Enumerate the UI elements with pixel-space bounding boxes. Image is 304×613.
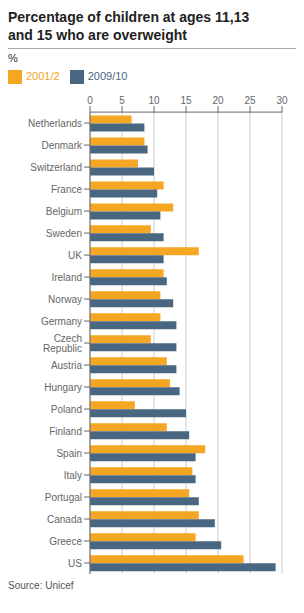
svg-text:Belgium: Belgium bbox=[46, 206, 82, 217]
svg-text:CzechRepublic: CzechRepublic bbox=[43, 333, 82, 354]
svg-text:20: 20 bbox=[212, 95, 224, 106]
svg-text:Finland: Finland bbox=[49, 426, 82, 437]
svg-text:Portugal: Portugal bbox=[45, 492, 82, 503]
html-text:2009/10: 2009/10 bbox=[87, 70, 128, 82]
svg-text:France: France bbox=[51, 184, 83, 195]
html-text:Source: Unicef: Source: Unicef bbox=[8, 580, 74, 591]
svg-text:5: 5 bbox=[119, 95, 125, 106]
svg-text:Germany: Germany bbox=[41, 316, 82, 327]
svg-text:Spain: Spain bbox=[56, 448, 82, 459]
svg-text:Netherlands: Netherlands bbox=[28, 118, 82, 129]
svg-text:Switzerland: Switzerland bbox=[30, 162, 82, 173]
svg-text:25: 25 bbox=[244, 95, 256, 106]
svg-text:10: 10 bbox=[148, 95, 160, 106]
svg-text:Sweden: Sweden bbox=[46, 228, 82, 239]
svg-text:Greece: Greece bbox=[49, 536, 82, 547]
svg-text:30: 30 bbox=[276, 95, 288, 106]
svg-text:Poland: Poland bbox=[51, 404, 82, 415]
svg-text:Italy: Italy bbox=[64, 470, 82, 481]
svg-text:0: 0 bbox=[87, 95, 93, 106]
svg-text:Hungary: Hungary bbox=[44, 382, 82, 393]
svg-text:Ireland: Ireland bbox=[51, 272, 82, 283]
html-text:2001/2: 2001/2 bbox=[26, 70, 60, 82]
svg-text:Denmark: Denmark bbox=[41, 140, 83, 151]
svg-text:US: US bbox=[68, 558, 82, 569]
svg-text:Canada: Canada bbox=[47, 514, 82, 525]
html-text:Percentage of children at ages: Percentage of children at ages 11,13 and… bbox=[8, 9, 250, 43]
svg-text:Norway: Norway bbox=[48, 294, 82, 305]
svg-text:UK: UK bbox=[68, 250, 82, 261]
svg-text:15: 15 bbox=[180, 95, 192, 106]
svg-text:Austria: Austria bbox=[51, 360, 83, 371]
